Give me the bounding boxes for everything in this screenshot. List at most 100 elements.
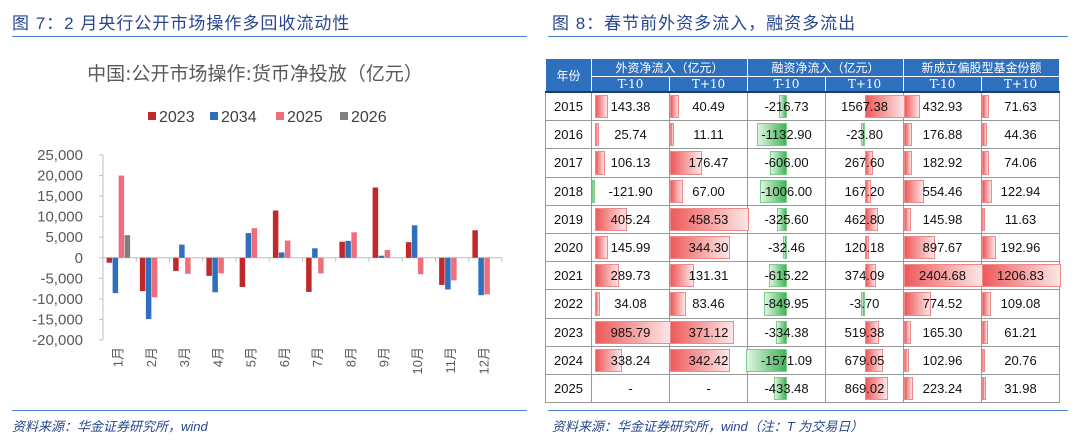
value-cell: -1006.00 — [747, 176, 826, 206]
y-tick-label: 0 — [75, 250, 83, 267]
value-text: 34.08 — [614, 296, 647, 312]
value-text: -849.95 — [764, 296, 809, 312]
value-cell: -3.70 — [825, 289, 904, 319]
header-group: 融资净流入（亿元） — [747, 58, 904, 77]
bar — [339, 241, 345, 258]
year-cell: 2018 — [545, 176, 592, 206]
positive-data-bar — [904, 320, 912, 344]
x-tick-label: 8月 — [343, 347, 358, 367]
bar — [218, 257, 224, 274]
value-text: -3.70 — [849, 296, 880, 312]
value-cell: 131.31 — [669, 261, 748, 291]
value-cell: 165.30 — [903, 317, 982, 347]
value-cell: 11.63 — [981, 204, 1060, 234]
positive-data-bar — [982, 320, 988, 344]
value-text: 44.36 — [1004, 127, 1037, 143]
value-cell: 44.36 — [981, 120, 1060, 150]
value-cell: 519.38 — [825, 317, 904, 347]
value-text: 67.00 — [692, 183, 725, 199]
legend-swatch — [210, 112, 218, 120]
bar — [212, 257, 218, 293]
y-tick-label: 10,000 — [37, 209, 83, 226]
header-year: 年份 — [545, 58, 592, 93]
table-row: 2025 - - -433.48 869.02 223.24 31.98 — [545, 373, 1060, 404]
positive-data-bar — [904, 179, 924, 203]
year-cell: 2022 — [545, 289, 592, 319]
subheader: T+10 — [981, 76, 1060, 93]
value-cell: 102.96 — [903, 345, 982, 375]
value-cell: 31.98 — [981, 373, 1060, 404]
value-text: -615.22 — [764, 268, 809, 284]
x-tick-label: 1月 — [111, 347, 126, 367]
table-row: 2024 338.24 342.42 -1571.09 679.05 102.96 20.7… — [545, 345, 1060, 375]
positive-data-bar — [904, 348, 910, 372]
value-text: 267.60 — [844, 155, 885, 171]
value-cell: -1132.90 — [747, 120, 826, 150]
value-cell: -334.38 — [747, 317, 826, 347]
positive-data-bar — [982, 123, 987, 147]
value-text: -32.46 — [768, 240, 805, 256]
value-text: 338.24 — [610, 352, 651, 368]
bar — [272, 210, 279, 258]
table-row: 2017 106.13 176.47 -606.00 267.60 182.92 74.06 — [545, 148, 1060, 178]
value-cell: 34.08 — [591, 289, 670, 319]
bar — [451, 257, 457, 281]
negative-data-bar — [776, 320, 787, 344]
value-text: 554.46 — [922, 183, 963, 199]
value-cell: 143.38 — [591, 91, 670, 122]
value-cell: 1206.83 — [981, 261, 1061, 291]
table-row: 2020 145.99 344.30 -32.46 120.18 897.67 192.96 — [545, 232, 1060, 263]
positive-data-bar — [864, 151, 874, 175]
subheader: T-10 — [747, 76, 826, 93]
value-cell: 374.09 — [825, 261, 904, 291]
value-text: 679.05 — [844, 352, 885, 368]
value-text: 122.94 — [1000, 183, 1041, 199]
positive-data-bar — [982, 179, 992, 203]
year-cell: 2021 — [545, 261, 592, 291]
positive-data-bar — [982, 151, 989, 175]
value-cell: -1571.09 — [746, 345, 826, 375]
value-cell: 61.21 — [981, 317, 1060, 347]
value-cell: 554.46 — [903, 176, 982, 206]
positive-data-bar — [904, 123, 912, 147]
value-cell: 289.73 — [591, 261, 670, 291]
year-cell: 2020 — [545, 232, 592, 263]
positive-data-bar — [595, 123, 599, 147]
y-tick-label: 20,000 — [37, 168, 83, 185]
value-text: 374.09 — [844, 268, 885, 284]
bar — [478, 257, 484, 296]
value-cell: 67.00 — [669, 176, 748, 206]
chart-title: 中国:公开市场操作:货币净投放（亿元） — [87, 63, 423, 85]
value-cell: 122.94 — [981, 176, 1060, 206]
positive-data-bar — [670, 348, 730, 372]
bar — [284, 240, 291, 258]
positive-data-bar — [595, 348, 623, 372]
value-text: -216.73 — [764, 99, 809, 115]
positive-data-bar — [670, 264, 695, 288]
positive-data-bar — [982, 235, 997, 260]
negative-data-bar — [591, 179, 596, 203]
value-text: 167.20 — [844, 183, 885, 199]
table-row: 2015 143.38 40.49 -216.73 1567.38 432.93 71.63 — [545, 91, 1060, 122]
value-text: 74.06 — [1004, 155, 1037, 171]
value-text: 342.42 — [688, 352, 729, 368]
bar — [206, 257, 212, 276]
positive-data-bar — [982, 348, 986, 372]
value-cell: -606.00 — [747, 148, 826, 178]
legend-swatch — [340, 112, 348, 120]
legend-label: 2026 — [351, 109, 387, 126]
title-underline — [548, 36, 1068, 37]
positive-data-bar — [670, 320, 735, 344]
value-text: 869.02 — [844, 380, 885, 396]
table-row: 2023 985.79 371.12 -334.38 519.38 165.30 61.21 — [545, 317, 1060, 347]
year-cell: 2025 — [545, 373, 592, 404]
value-text: 176.47 — [688, 155, 729, 171]
bar — [306, 257, 312, 292]
negative-data-bar — [769, 151, 787, 175]
bar — [106, 257, 113, 263]
negative-data-bar — [773, 376, 787, 401]
bar — [445, 257, 451, 290]
x-tick-label: 7月 — [310, 347, 325, 367]
value-text: 182.92 — [922, 155, 963, 171]
positive-data-bar — [982, 207, 986, 231]
